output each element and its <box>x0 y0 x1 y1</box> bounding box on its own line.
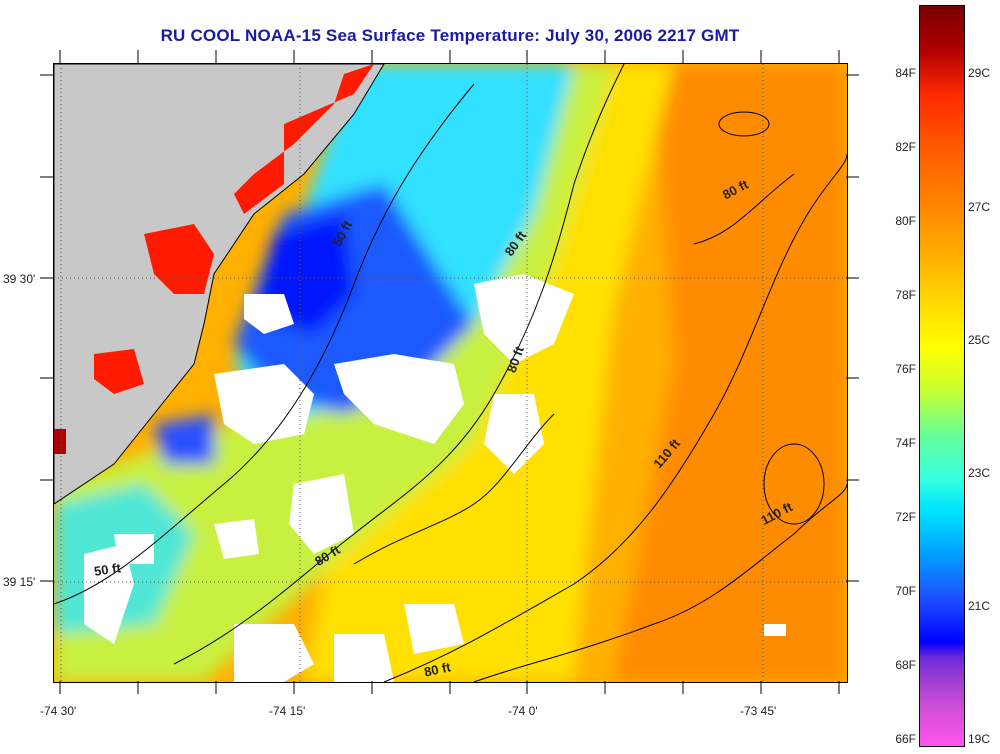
sst-bay-hot-2 <box>144 224 214 294</box>
colorbar-f-label: 80F <box>895 214 916 228</box>
sst-bay-hot-3 <box>94 349 144 394</box>
contour-ring-ne <box>718 111 770 137</box>
graticule <box>54 64 847 682</box>
colorbar-f-label: 72F <box>895 510 916 524</box>
colorbar-c-label: 23C <box>968 466 991 480</box>
colorbar-f-label: 78F <box>895 288 916 302</box>
lat-label-39-30: 39 30' <box>3 272 36 286</box>
chart-title: RU COOL NOAA-15 Sea Surface Temperature:… <box>160 26 740 45</box>
contour-50ft <box>54 83 475 605</box>
contour-110ft-2 <box>473 483 847 682</box>
colorbar-c-label: 29C <box>968 66 991 80</box>
sst-map: 50 ft 50 ft 80 ft 80 ft 80 ft 80 ft 80 f… <box>53 63 848 683</box>
lon-label-74-0: -74 0' <box>508 704 538 718</box>
colorbar-f-label: 68F <box>895 658 916 672</box>
colorbar-f-label: 82F <box>895 140 916 154</box>
colorbar-f-label: 76F <box>895 362 916 376</box>
axis-ticks <box>40 50 859 694</box>
colorbar-f-label: 70F <box>895 584 916 598</box>
contour-80ft-2 <box>353 413 555 565</box>
contour-80ft <box>173 64 625 665</box>
sst-hot-region <box>614 64 847 682</box>
sst-cold-patch <box>154 414 214 464</box>
lon-label-74-15: -74 15' <box>269 704 306 718</box>
cloud-mask <box>84 274 786 682</box>
lat-label-39-15: 39 15' <box>3 575 36 589</box>
land-new-jersey <box>54 64 385 505</box>
colorbar-c-label: 21C <box>968 599 991 613</box>
colorbar-c-label: 27C <box>968 200 991 214</box>
sst-bay-hot-1 <box>234 64 374 214</box>
colorbar-c-label: 25C <box>968 333 991 347</box>
colorbar-f-label: 66F <box>895 732 916 746</box>
contour-110ft <box>383 153 847 682</box>
colorbar-f-label: 84F <box>895 66 916 80</box>
lon-label-73-45: -73 45' <box>740 704 777 718</box>
sst-bay-hot-4 <box>54 429 66 454</box>
contour-110ft-ring <box>763 443 825 525</box>
colorbar-c-label: 19C <box>968 732 991 746</box>
colorbar-f-label: 74F <box>895 436 916 450</box>
contour-80ft-3 <box>693 173 795 245</box>
lon-label-74-30: -74 30' <box>40 704 77 718</box>
sst-map-canvas <box>54 64 847 682</box>
depth-contours <box>54 64 847 682</box>
temperature-colorbar <box>919 5 965 747</box>
